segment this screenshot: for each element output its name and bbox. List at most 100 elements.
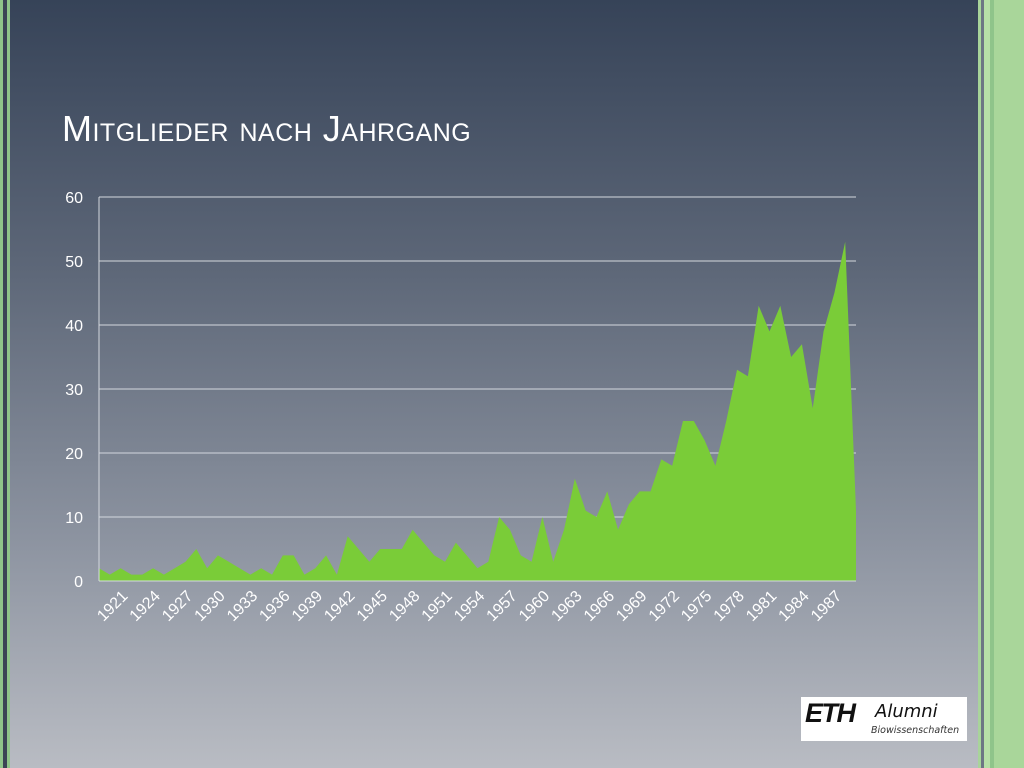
data-point [314, 567, 316, 569]
logo-eth-wordmark: ETH [805, 698, 856, 728]
x-tick-label: 1948 [386, 588, 423, 625]
x-tick-label: 1921 [94, 588, 131, 625]
x-tick-label: 1969 [613, 588, 650, 625]
x-tick-label: 1975 [678, 588, 715, 625]
data-point [130, 573, 132, 575]
data-point [833, 292, 835, 294]
data-point [703, 439, 705, 441]
data-point [476, 567, 478, 569]
data-point [368, 561, 370, 563]
data-point [325, 554, 327, 556]
data-point [574, 477, 576, 479]
decor-stripe-right-3 [990, 0, 994, 768]
data-point [217, 554, 219, 556]
data-point [487, 561, 489, 563]
data-point [163, 573, 165, 575]
data-point [552, 561, 554, 563]
x-tick-label: 1951 [419, 588, 456, 625]
data-point [357, 548, 359, 550]
data-point [628, 503, 630, 505]
data-point [768, 330, 770, 332]
data-point [779, 305, 781, 307]
data-point [141, 573, 143, 575]
data-point [747, 375, 749, 377]
data-point [271, 573, 273, 575]
y-tick-label: 10 [65, 510, 83, 527]
y-tick-label: 0 [74, 574, 83, 591]
data-point [411, 529, 413, 531]
x-tick-label: 1924 [127, 588, 164, 625]
x-tick-label: 1933 [224, 588, 261, 625]
decor-stripe-left [0, 0, 3, 768]
data-point [639, 490, 641, 492]
x-tick-label: 1936 [256, 588, 293, 625]
decor-stripe-left-dark [3, 0, 7, 768]
data-point [228, 561, 230, 563]
decor-stripe-right-gap [981, 0, 984, 768]
data-point [671, 465, 673, 467]
data-point [595, 516, 597, 518]
data-point [379, 548, 381, 550]
x-tick-label: 1939 [289, 588, 326, 625]
y-tick-label: 20 [65, 446, 83, 463]
data-point [855, 509, 857, 511]
data-point [725, 420, 727, 422]
data-point [444, 561, 446, 563]
data-point [822, 330, 824, 332]
eth-alumni-logo: ETH Alumni Biowissenschaften [801, 697, 967, 741]
data-point [812, 407, 814, 409]
x-tick-label: 1981 [743, 588, 780, 625]
data-point [757, 305, 759, 307]
data-point [606, 490, 608, 492]
logo-alumni-text: Alumni [875, 701, 938, 722]
data-point [109, 573, 111, 575]
x-tick-label: 1966 [581, 588, 618, 625]
data-point [660, 458, 662, 460]
decor-stripe-right-4 [994, 0, 1024, 768]
data-point [455, 541, 457, 543]
data-point [390, 548, 392, 550]
x-tick-label: 1927 [159, 588, 196, 625]
data-point [498, 516, 500, 518]
data-point [617, 529, 619, 531]
x-tick-label: 1978 [711, 588, 748, 625]
data-point [401, 548, 403, 550]
data-point [238, 567, 240, 569]
data-point [530, 561, 532, 563]
data-point [282, 554, 284, 556]
y-tick-label: 60 [65, 190, 83, 207]
data-point [260, 567, 262, 569]
data-point [520, 554, 522, 556]
data-point [249, 573, 251, 575]
data-point [736, 369, 738, 371]
data-point [195, 548, 197, 550]
x-tick-label: 1984 [776, 588, 813, 625]
slide-title: Mitglieder nach Jahrgang [62, 108, 472, 149]
area-series [99, 241, 856, 582]
data-point [584, 509, 586, 511]
x-tick-label: 1954 [451, 588, 488, 625]
data-point [433, 554, 435, 556]
data-point [292, 554, 294, 556]
data-point [714, 465, 716, 467]
data-point [422, 541, 424, 543]
x-tick-label: 1963 [548, 588, 585, 625]
data-point [541, 516, 543, 518]
x-tick-label: 1942 [321, 588, 358, 625]
logo-subtitle: Biowissenschaften [871, 725, 960, 736]
x-tick-label: 1987 [808, 588, 845, 625]
data-point [206, 567, 208, 569]
x-tick-label: 1945 [354, 588, 391, 625]
decor-stripe-right-1 [978, 0, 981, 768]
data-point [303, 573, 305, 575]
data-point [844, 241, 846, 243]
decor-stripe-right-2 [984, 0, 990, 768]
data-point [465, 554, 467, 556]
y-tick-label: 30 [65, 382, 83, 399]
decor-stripe-left-2 [7, 0, 10, 768]
data-point [184, 561, 186, 563]
data-point [336, 573, 338, 575]
data-point [682, 420, 684, 422]
y-tick-label: 40 [65, 318, 83, 335]
